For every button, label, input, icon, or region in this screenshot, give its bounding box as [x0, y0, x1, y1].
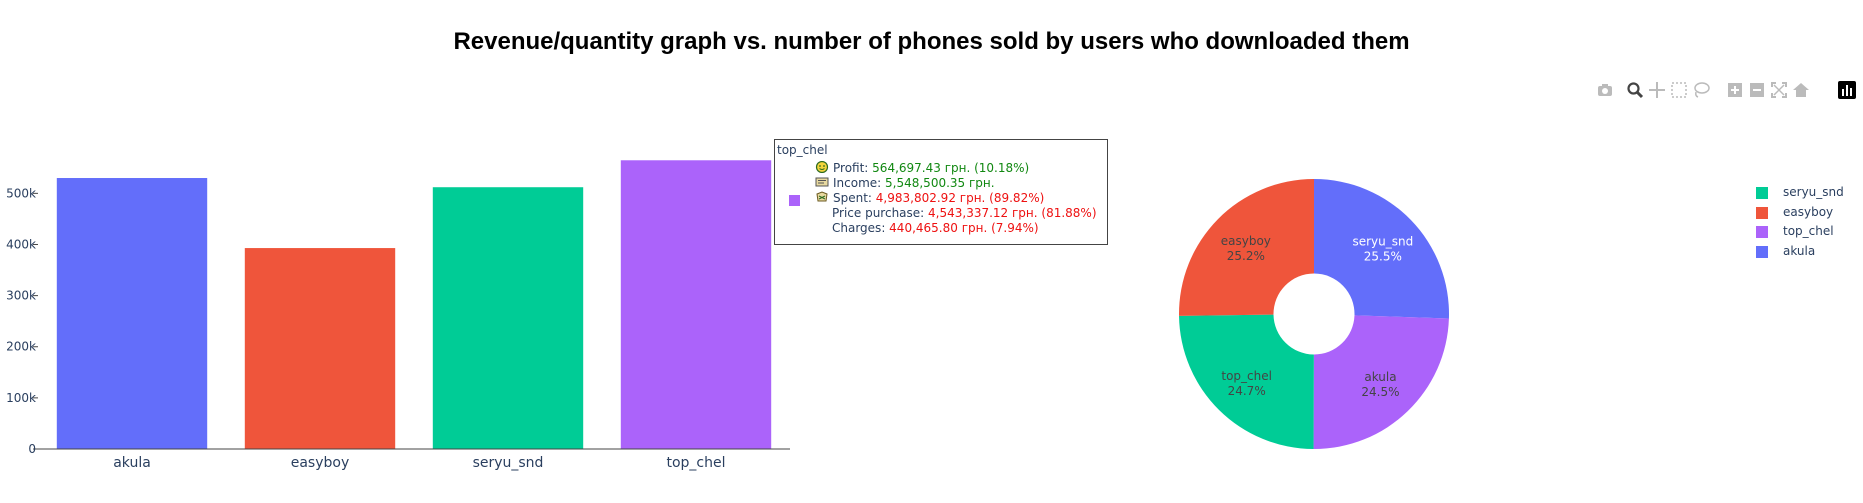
pie-slice-percent: 24.7%: [1228, 384, 1266, 398]
bar-chart: akula easyboy seryu_snd top_chel 0 100k 200k 30…: [6, 160, 790, 471]
y-tick-label: 500k: [6, 186, 36, 200]
lasso-icon[interactable]: [1692, 81, 1710, 99]
hover-line-charges: Charges: 440,465.80 грн. (7.94%): [832, 221, 1039, 235]
camera-icon[interactable]: [1596, 81, 1614, 99]
y-tick-label: 300k: [6, 289, 36, 303]
box-select-icon[interactable]: [1670, 81, 1688, 99]
legend-label: easyboy: [1783, 204, 1834, 219]
zoom-in-icon[interactable]: [1726, 81, 1744, 99]
y-tick-label: 0: [28, 442, 36, 456]
pie-slice-easyboy[interactable]: [1179, 179, 1314, 316]
reset-axes-icon[interactable]: [1792, 81, 1810, 99]
spent-icon: [815, 191, 829, 203]
profit-icon: [815, 160, 829, 174]
legend-swatch: [1756, 206, 1768, 219]
hover-line-spent: Spent: 4,983,802.92 грн. (89.82%): [815, 191, 1097, 206]
pie-slice-label: easyboy: [1221, 234, 1271, 248]
y-tick-label: 200k: [6, 340, 36, 354]
hover-line-income: Income: 5,548,500.35 грн.: [815, 176, 1097, 191]
pie-slice-label: top_chel: [1221, 369, 1272, 383]
pie-slice-percent: 25.5%: [1364, 249, 1402, 263]
legend-label: top_chel: [1783, 224, 1834, 238]
pie-slice-percent: 25.2%: [1227, 249, 1265, 263]
x-tick-label: akula: [113, 455, 151, 471]
pie-slice-label: seryu_snd: [1352, 234, 1413, 248]
legend-label: seryu_snd: [1783, 185, 1844, 199]
pie-slice-label: akula: [1364, 370, 1396, 384]
zoom-out-icon[interactable]: [1748, 81, 1766, 99]
y-tick-label: 100k: [6, 391, 36, 405]
pie-slice-seryu_snd[interactable]: [1314, 179, 1449, 319]
bar-top_chel[interactable]: [620, 160, 772, 449]
x-tick-label: top_chel: [666, 455, 725, 471]
autoscale-icon[interactable]: [1770, 81, 1788, 99]
bar-seryu_snd[interactable]: [432, 187, 584, 449]
y-tick-label: 400k: [6, 237, 36, 251]
pie-slice-top_chel[interactable]: [1179, 314, 1314, 449]
hover-lines: Profit: 564,697.43 грн. (10.18%) Income:…: [815, 160, 1097, 236]
bar-easyboy[interactable]: [244, 248, 396, 449]
bar-akula[interactable]: [56, 178, 208, 450]
legend-swatch: [1756, 187, 1768, 199]
income-icon: [815, 176, 829, 188]
legend-label: akula: [1783, 243, 1816, 258]
legend-swatch: [1756, 226, 1768, 238]
legend-swatch: [1756, 245, 1768, 258]
pie-slice-akula[interactable]: [1313, 315, 1449, 449]
modebar: [1596, 81, 1856, 101]
pie-slice-percent: 24.5%: [1361, 385, 1399, 399]
hover-tooltip: top_chel Profit: 564,697.43 грн. (10.18%…: [774, 139, 1108, 245]
hover-line-price-purchase: Price purchase: 4,543,337.12 грн. (81.88…: [832, 206, 1097, 220]
x-tick-label: seryu_snd: [473, 455, 544, 471]
zoom-icon[interactable]: [1626, 81, 1644, 99]
pan-icon[interactable]: [1648, 81, 1666, 99]
hover-trace-name: top_chel: [777, 143, 828, 157]
plotly-logo-icon[interactable]: [1838, 81, 1856, 99]
hover-color-swatch: [789, 195, 800, 206]
x-tick-label: easyboy: [291, 455, 350, 471]
chart-title: Revenue/quantity graph vs. number of pho…: [453, 28, 1410, 55]
hover-line-profit: Profit: 564,697.43 грн. (10.18%): [815, 160, 1097, 176]
